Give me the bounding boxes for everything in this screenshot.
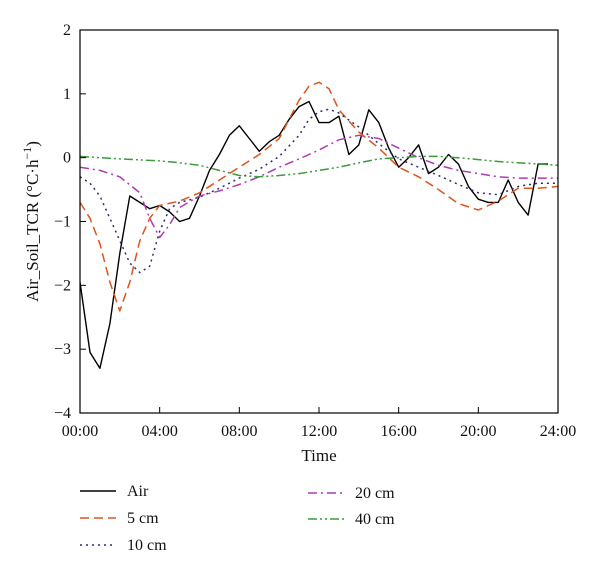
x-tick-label: 24:00 [540, 423, 576, 440]
y-tick-label: −2 [54, 277, 71, 294]
series-line-20cm [80, 134, 558, 239]
series-layer [80, 81, 558, 369]
y-tick-label: −3 [54, 341, 71, 358]
y-axis-title-superscript: −1 [20, 147, 34, 160]
y-tick-label: −4 [54, 405, 71, 422]
legend-label: 10 cm [127, 537, 167, 554]
x-tick-label: 04:00 [141, 423, 177, 440]
ticks-layer: 00:00 04:00 08:00 12:00 16:00 20:00 24:00 −4 −3 −… [54, 22, 576, 440]
legend-label: 5 cm [127, 510, 159, 527]
y-axis-title-close: ) [23, 141, 42, 147]
x-axis-title: Time [301, 446, 336, 465]
y-axis-title-main: Air_Soil_TCR (°C·h [23, 159, 42, 302]
series-line-40cm [80, 155, 558, 178]
legend-label: 40 cm [355, 511, 395, 528]
legend-label: 20 cm [355, 485, 395, 502]
series-line-air [80, 100, 548, 369]
legend-label: Air [127, 483, 149, 500]
y-tick-label: 1 [63, 86, 71, 103]
x-tick-label: 00:00 [62, 423, 98, 440]
y-tick-label: 0 [63, 150, 71, 167]
x-tick-label: 16:00 [380, 423, 416, 440]
series-line-5cm [80, 81, 558, 312]
y-axis-title: Air_Soil_TCR (°C·h−1) [20, 141, 42, 302]
x-tick-label: 08:00 [221, 423, 257, 440]
series-line-10cm [80, 108, 558, 274]
y-tick-label: −1 [54, 214, 71, 231]
x-tick-label: 20:00 [460, 423, 496, 440]
legend: Air 5 cm 10 cm 20 cm 40 cm [80, 483, 395, 554]
y-tick-label: 2 [63, 22, 71, 39]
x-tick-label: 12:00 [301, 423, 337, 440]
